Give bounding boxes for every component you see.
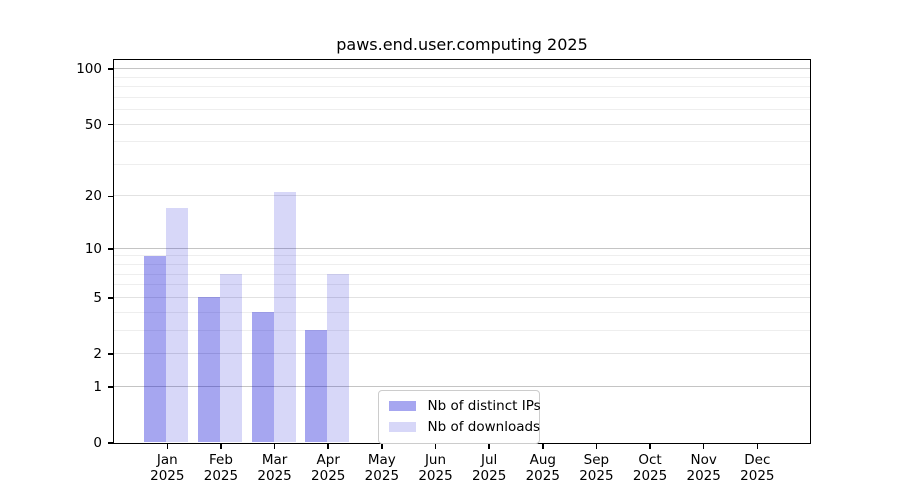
legend-item-downloads: Nb of downloads <box>388 419 540 436</box>
y-tick-2 <box>107 353 113 355</box>
x-tick-label-dec: Dec 2025 <box>740 452 775 484</box>
x-tick-mar <box>273 444 276 449</box>
bar-ips-mar <box>251 312 274 443</box>
y-tick-label-50: 50 <box>84 116 102 133</box>
gridline-y-1 <box>113 385 810 387</box>
bar-downloads-feb <box>219 274 242 443</box>
legend-swatch-downloads <box>388 422 416 432</box>
x-tick-jun <box>434 444 437 449</box>
gridline-y-90 <box>113 76 810 78</box>
bar-ips-apr <box>305 330 328 443</box>
x-tick-dec <box>756 444 759 449</box>
gridline-y-10 <box>113 247 810 249</box>
x-tick-label-jun: Jun 2025 <box>418 452 453 484</box>
legend-swatch-distinct-ips <box>388 401 416 411</box>
x-tick-label-mar: Mar 2025 <box>257 452 292 484</box>
gridline-y-8 <box>113 264 810 266</box>
y-tick-5 <box>107 297 113 299</box>
gridline-y-40 <box>113 141 810 143</box>
y-tick-label-20: 20 <box>84 188 102 205</box>
x-tick-label-may: May 2025 <box>364 452 400 484</box>
x-tick-nov <box>702 444 705 449</box>
x-tick-feb <box>220 444 222 449</box>
x-tick-sep <box>595 444 598 449</box>
y-tick-20 <box>107 195 113 198</box>
y-tick-10 <box>107 248 113 250</box>
x-tick-jul <box>488 444 490 449</box>
chart-title: paws.end.user.computing 2025 <box>336 35 588 54</box>
y-tick-label-1: 1 <box>93 378 102 395</box>
legend-item-distinct-ips: Nb of distinct IPs <box>388 398 541 415</box>
x-tick-label-jul: Jul 2025 <box>471 452 507 484</box>
gridline-y-2 <box>113 353 810 354</box>
x-tick-label-jan: Jan 2025 <box>150 452 185 484</box>
gridline-y-4 <box>113 311 810 313</box>
y-tick-label-10: 10 <box>84 240 102 257</box>
x-tick-label-aug: Aug 2025 <box>525 452 560 484</box>
y-tick-label-5: 5 <box>93 289 102 306</box>
gridline-y-9 <box>113 255 810 257</box>
legend-label-downloads: Nb of downloads <box>427 419 541 435</box>
bar-downloads-mar <box>273 192 296 443</box>
x-tick-oct <box>649 444 651 449</box>
plot-area: Nb of distinct IPs Nb of downloads <box>112 58 811 444</box>
x-tick-label-oct: Oct 2025 <box>632 452 668 484</box>
y-tick-label-2: 2 <box>93 346 102 362</box>
x-tick-label-feb: Feb 2025 <box>203 452 239 484</box>
y-tick-0 <box>107 442 113 444</box>
gridline-y-80 <box>113 86 810 88</box>
legend: Nb of distinct IPs Nb of downloads <box>377 389 541 444</box>
legend-label-distinct-ips: Nb of distinct IPs <box>427 398 541 414</box>
gridline-y-5 <box>113 296 810 298</box>
gridline-y-20 <box>113 195 810 197</box>
x-tick-label-apr: Apr 2025 <box>311 452 346 484</box>
x-tick-aug <box>542 444 544 449</box>
y-tick-label-0: 0 <box>93 435 102 451</box>
x-tick-jan <box>166 444 169 449</box>
bar-downloads-apr <box>327 274 350 443</box>
y-tick-50 <box>107 123 113 126</box>
x-tick-apr <box>327 444 329 449</box>
gridline-y-70 <box>113 96 810 98</box>
x-tick-label-nov: Nov 2025 <box>686 452 721 484</box>
gridline-y-3 <box>113 329 810 331</box>
gridline-y-7 <box>113 273 810 275</box>
y-tick-label-100: 100 <box>76 61 102 78</box>
gridline-y-50 <box>113 123 810 125</box>
x-tick-label-sep: Sep 2025 <box>579 452 614 484</box>
y-tick-100 <box>107 68 113 70</box>
x-tick-may <box>381 444 383 449</box>
gridline-y-6 <box>113 284 810 286</box>
y-tick-1 <box>107 386 113 388</box>
bar-downloads-jan <box>166 208 189 443</box>
gridline-y-30 <box>113 163 810 165</box>
gridline-y-100 <box>113 68 810 70</box>
gridline-y-60 <box>113 109 810 111</box>
bar-ips-jan <box>144 255 167 443</box>
bar-ips-feb <box>197 297 220 443</box>
